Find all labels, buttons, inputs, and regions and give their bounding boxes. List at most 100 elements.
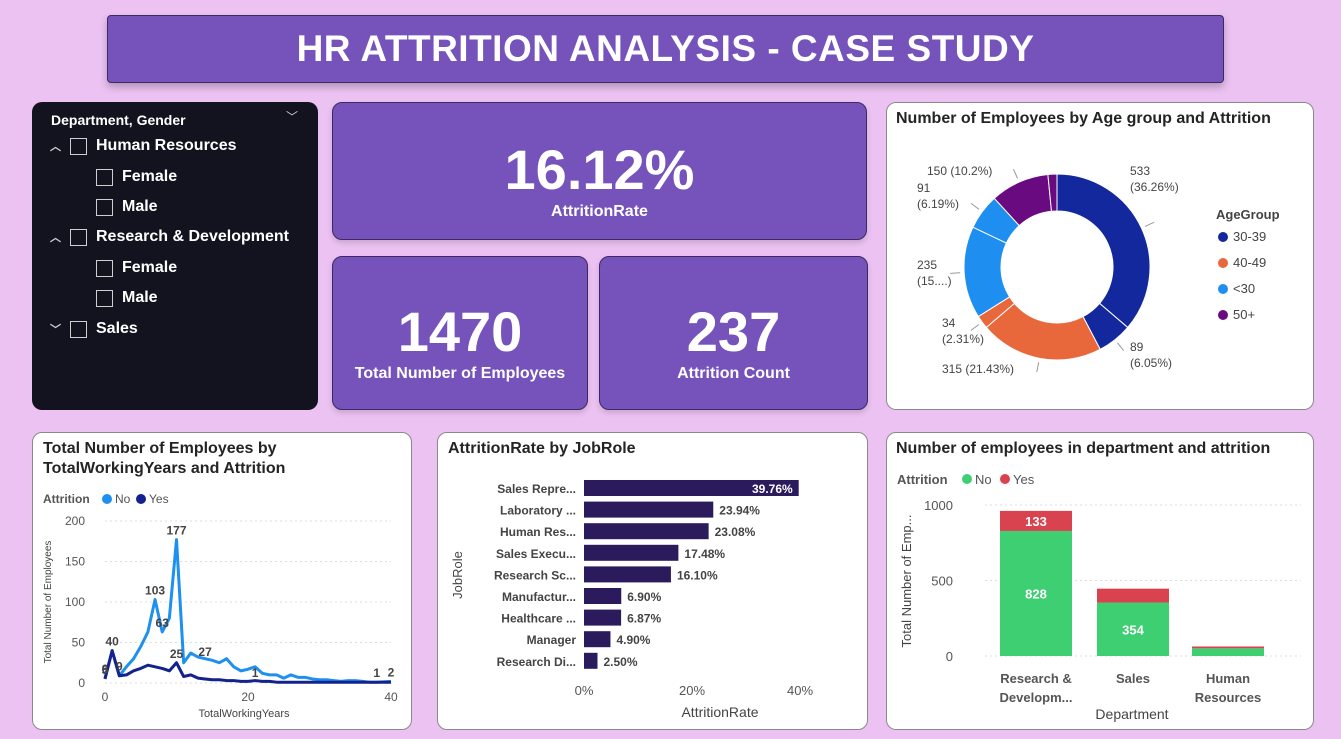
jobrole-value-label: 4.90% [616,633,650,647]
line-data-label: 27 [198,645,212,659]
dept-bar-yes[interactable] [1000,510,1072,531]
slicer-subitem-female[interactable]: Female [96,259,177,277]
donut-legend-item[interactable]: 30-39 [1233,229,1266,244]
slicer-item-label: Male [122,289,158,306]
dept-bar-no[interactable] [1097,602,1169,656]
age-group-donut-panel[interactable]: Number of Employees by Age group and Att… [886,102,1314,410]
jobrole-bar[interactable] [584,501,714,518]
y-tick-label: 500 [931,574,953,589]
donut-legend-item[interactable]: 50+ [1233,307,1255,322]
slicer-header: Department, Gender [51,112,186,128]
donut-data-label: (6.19%) [917,197,959,211]
working-years-line-panel[interactable]: Total Number of Employees by TotalWorkin… [32,432,412,730]
y-axis-title: Total Number of Employees [43,541,54,664]
donut-data-label: 533 [1130,164,1150,178]
y-tick-label: 0 [78,676,85,690]
collapse-chevron-icon[interactable]: ︿ [50,232,61,244]
line-legend-item[interactable]: Yes [149,492,169,506]
slicer-subitem-female[interactable]: Female [96,168,177,186]
dept-bar-value-label: 133 [1025,514,1047,529]
legend-marker [1218,284,1228,294]
line-legend-item[interactable]: No [115,492,131,506]
slicer-subitem-male[interactable]: Male [96,289,158,307]
donut-slice[interactable] [1056,173,1151,329]
donut-data-label: 91 [917,181,931,195]
donut-slice[interactable] [1047,173,1058,212]
dept-legend-item[interactable]: No [975,472,992,487]
kpi-attrition-rate-value: 16.12% [504,138,695,201]
line-data-label: 40 [105,635,119,649]
slicer-dropdown-chevron-icon[interactable]: ﹀ [286,110,299,124]
x-tick-label: 40% [787,683,813,698]
age-donut-chart[interactable]: 533 (36.26%) 89 (6.05%) 315 (21.43%) 34 (2.31%… [887,103,1313,409]
jobrole-bar[interactable] [584,631,611,648]
donut-data-label: 34 [942,316,956,330]
kpi-total-employees-label: Total Number of Employees [354,365,566,382]
slicer-subitem-male[interactable]: Male [96,198,158,216]
checkbox[interactable] [70,137,87,155]
donut-legend-item[interactable]: 40-49 [1233,255,1266,270]
donut-legend-title: AgeGroup [1216,207,1280,222]
line-chart-title-line2: TotalWorkingYears and Attrition [43,460,286,477]
dept-legend-item[interactable]: Yes [1013,472,1035,487]
jobrole-category-label: Sales Execu... [496,547,576,561]
jobrole-category-label: Manufactur... [502,590,576,604]
slicer-item-sales[interactable]: ﹀ Sales [50,320,138,338]
dept-bar-yes[interactable] [1097,588,1169,603]
jobrole-bar[interactable] [584,523,709,540]
department-stacked-panel[interactable]: Number of employees in department and at… [886,432,1314,730]
line-series-yes[interactable] [103,649,391,684]
department-gender-slicer[interactable]: Department, Gender ﹀ ︿ Human Resources Fem… [32,102,318,410]
jobrole-category-label: Healthcare ... [501,612,576,626]
jobrole-bar[interactable] [584,544,679,561]
x-tick-label: 20% [679,683,705,698]
dept-bar-value-label: 828 [1025,586,1047,601]
dept-legend-title: Attrition [897,472,948,487]
donut-legend-item[interactable]: <30 [1233,281,1255,296]
checkbox[interactable] [96,259,113,277]
checkbox[interactable] [96,198,113,216]
collapse-chevron-icon[interactable]: ︿ [50,141,61,153]
x-tick-label: 20 [241,690,255,704]
dept-bar-no[interactable] [1000,530,1072,656]
line-data-label: 103 [145,584,165,598]
slicer-item-label: Female [122,259,178,276]
jobrole-bar-chart[interactable]: Sales Repre... 39.76% Laboratory ... 23.94%… [438,433,867,729]
department-stacked-chart[interactable]: Attrition No Yes 0 500 1000 Total Number of Em… [887,433,1313,729]
jobrole-bar[interactable] [584,566,671,583]
checkbox[interactable] [70,228,87,246]
report-title: HR ATTRITION ANALYSIS - CASE STUDY [296,28,1035,69]
checkbox[interactable] [96,289,113,307]
donut-leader-line [1117,342,1125,351]
kpi-attrition-rate-card: 16.12% AttritionRate [332,102,867,240]
dept-bar-no[interactable] [1192,648,1264,656]
line-chart-title-line1: Total Number of Employees by [43,440,277,457]
checkbox[interactable] [96,168,113,186]
y-axis-title: JobRole [450,551,465,599]
line-series-no[interactable] [103,538,392,684]
jobrole-bar[interactable] [584,480,799,496]
working-years-line-chart[interactable]: Attrition No Yes 0 50 100 150 200 0 20 40 TotalWork… [33,433,411,729]
jobrole-value-label: 17.48% [684,547,725,561]
line-data-label: 25 [170,647,184,661]
checkbox[interactable] [70,320,87,338]
dept-category-label: Resources [1195,690,1261,705]
line-data-label: 6 [102,662,109,676]
legend-marker [962,474,972,484]
y-tick-label: 50 [72,636,86,650]
line-data-label: 2 [388,665,395,679]
legend-marker [102,494,112,504]
expand-chevron-icon[interactable]: ﹀ [50,324,61,336]
donut-leader-line [950,272,961,274]
slicer-item-human-resources[interactable]: ︿ Human Resources [50,137,237,155]
x-axis-title: Department [1095,706,1168,722]
jobrole-bar[interactable] [584,609,622,626]
slicer-item-research-development[interactable]: ︿ Research & Development [50,228,289,246]
jobrole-bar-panel[interactable]: AttritionRate by JobRole Sales Repre... 3… [437,432,868,730]
donut-data-label: 235 [917,258,937,272]
donut-leader-line [1013,169,1019,179]
jobrole-bar[interactable] [584,588,622,604]
jobrole-bar[interactable] [584,652,598,669]
dept-bar-yes[interactable] [1192,646,1264,649]
donut-data-label: 315 (21.43%) [942,362,1014,376]
